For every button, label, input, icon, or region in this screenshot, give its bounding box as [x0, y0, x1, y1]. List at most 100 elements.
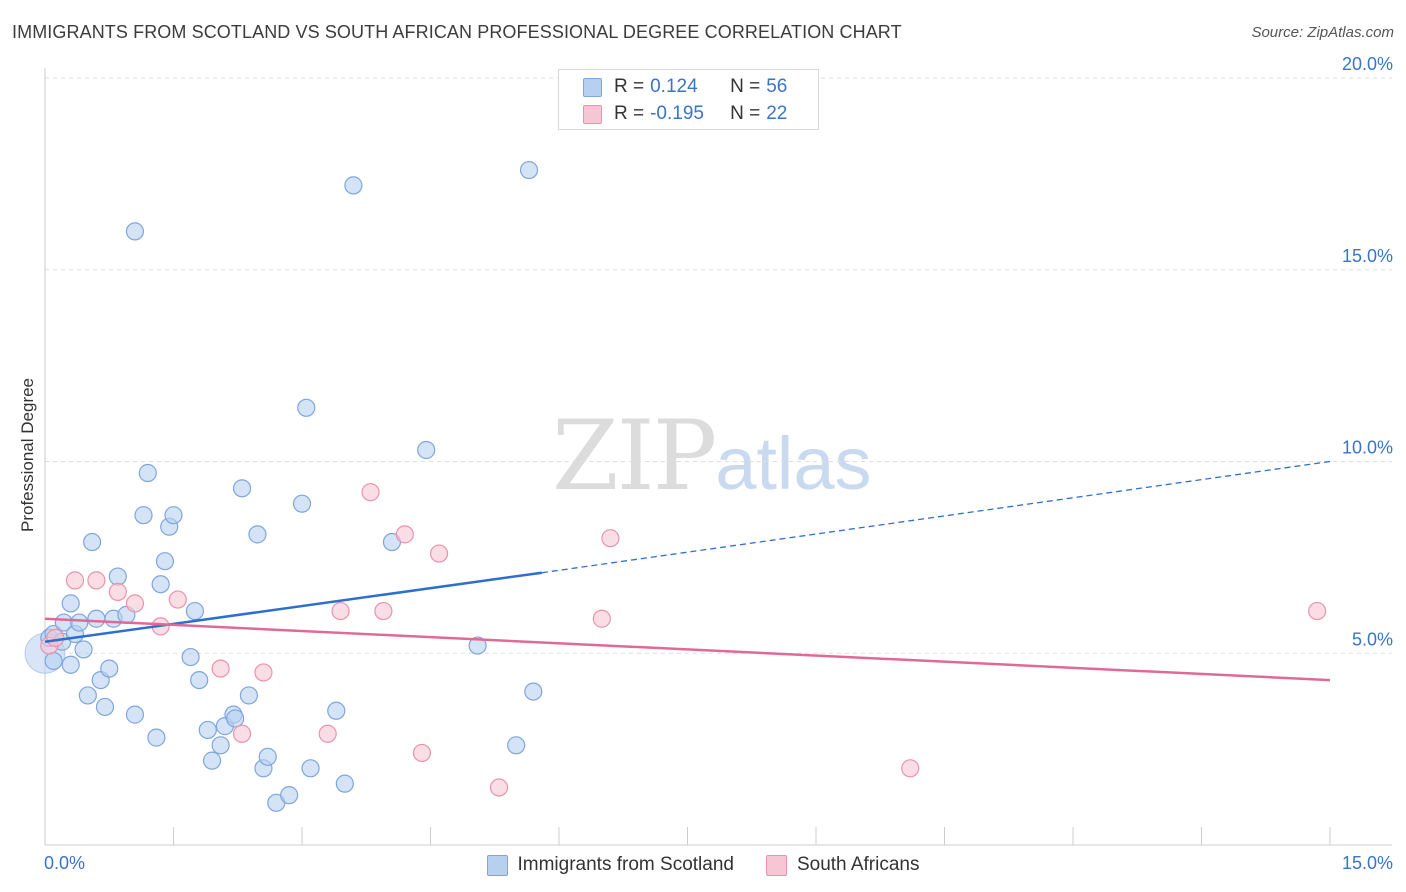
- south-african-point: [211, 659, 230, 678]
- axes: [44, 68, 1392, 846]
- south-african-point: [87, 571, 106, 590]
- scotland-point: [125, 705, 145, 724]
- y-tick-label: 20.0%: [1342, 54, 1393, 74]
- scotland-point: [87, 609, 106, 628]
- stats-row-scotland: R = 0.124 N = 56: [583, 74, 787, 100]
- scotland-point: [519, 160, 539, 180]
- south-african-point: [331, 601, 350, 621]
- scotland-point: [226, 709, 245, 728]
- south-african-point: [412, 743, 432, 763]
- legend-label-south-africans: South Africans: [796, 854, 920, 875]
- scotland-point: [211, 736, 230, 755]
- legend-swatch-scotland: [583, 77, 602, 97]
- south-african-point: [254, 663, 273, 682]
- r-label: R =: [614, 76, 645, 97]
- south-african-point: [361, 483, 380, 502]
- scotland-point: [74, 640, 93, 659]
- scotland-point: [83, 532, 102, 552]
- legend-swatch-south-africans: [583, 104, 602, 124]
- south-african-point: [46, 628, 65, 648]
- scotland-point: [134, 506, 153, 525]
- south-african-point: [601, 529, 620, 548]
- scotland-point: [335, 774, 354, 793]
- scotland-point: [147, 728, 166, 747]
- x-tick-label: 15.0%: [1342, 853, 1393, 873]
- trend-lines: [44, 460, 1331, 682]
- scotland-point: [327, 701, 346, 720]
- stats-row-south-africans: R = -0.195 N = 22: [583, 101, 787, 127]
- south-african-point: [65, 571, 85, 590]
- scotland-point: [190, 670, 209, 690]
- scotland-point: [301, 759, 320, 778]
- y-axis-label: Professional Degree: [18, 377, 37, 533]
- trend-line-scotland-extension: [541, 460, 1331, 574]
- x-tick-label: 0.0%: [44, 853, 85, 873]
- r-value: -0.195: [650, 103, 704, 124]
- series-legend: Immigrants from Scotland South Africans: [0, 852, 1406, 878]
- scotland-point: [280, 786, 299, 805]
- n-label: N =: [730, 103, 761, 124]
- trend-line-scotland: [44, 571, 543, 643]
- grid: [45, 77, 1392, 654]
- south-african-point: [232, 724, 252, 743]
- scotland-point: [202, 751, 222, 770]
- chart-title: IMMIGRANTS FROM SCOTLAND VS SOUTH AFRICA…: [12, 22, 902, 42]
- scotland-point: [344, 176, 363, 195]
- scotland-point: [138, 463, 157, 483]
- scotland-point: [297, 398, 316, 417]
- stats-legend: R = 0.124 N = 56 R = -0.195 N = 22: [558, 69, 819, 130]
- scotland-point: [248, 525, 267, 544]
- legend-swatch-scotland: [486, 854, 508, 876]
- south-african-point: [1308, 601, 1327, 621]
- scotland-point: [95, 697, 115, 717]
- watermark-atlas: atlas: [715, 422, 872, 505]
- scotland-point: [524, 682, 543, 701]
- scotland-point: [164, 506, 183, 525]
- scotland-point: [239, 686, 258, 705]
- trend-line-south-africans: [44, 617, 1331, 682]
- scotland-point: [44, 651, 63, 671]
- data-points: [24, 160, 1327, 812]
- n-value: 56: [766, 76, 788, 97]
- scotland-point: [125, 222, 145, 241]
- source-label: Source: ZipAtlas.com: [1251, 24, 1394, 41]
- n-value: 22: [766, 103, 788, 124]
- south-african-point: [168, 590, 187, 609]
- scotland-point: [198, 720, 217, 740]
- legend-label-scotland: Immigrants from Scotland: [517, 854, 734, 875]
- south-african-point: [318, 724, 337, 743]
- r-label: R =: [614, 103, 645, 124]
- y-tick-label: 5.0%: [1352, 629, 1393, 649]
- tick-labels: 5.0% 10.0% 15.0% 20.0% 0.0% 15.0%: [44, 54, 1393, 873]
- r-value: 0.124: [650, 76, 698, 97]
- south-african-point: [901, 759, 920, 778]
- south-african-point: [125, 594, 145, 613]
- legend-item-scotland[interactable]: Immigrants from Scotland: [486, 854, 734, 876]
- south-african-point: [108, 582, 127, 601]
- scotland-point: [100, 659, 119, 678]
- scotland-point: [61, 594, 80, 613]
- scotland-point: [417, 440, 436, 460]
- scotland-point: [70, 613, 89, 632]
- legend-swatch-south-africans: [765, 854, 787, 876]
- scotland-point: [507, 736, 526, 755]
- scotland-point: [232, 479, 252, 498]
- legend-item-south-africans[interactable]: South Africans: [765, 854, 920, 876]
- scotland-point: [155, 552, 175, 571]
- south-african-point: [489, 778, 509, 797]
- scotland-point: [258, 747, 277, 766]
- scotland-point: [292, 494, 312, 513]
- watermark: ZIPatlas: [552, 400, 872, 512]
- scotland-point: [181, 647, 200, 667]
- south-african-point: [374, 601, 393, 621]
- scotland-point: [61, 655, 80, 674]
- scotland-point: [151, 575, 170, 594]
- scotland-point: [185, 601, 205, 621]
- south-african-point: [592, 609, 611, 628]
- south-african-point: [429, 544, 449, 563]
- scotland-point: [108, 567, 127, 586]
- scotland-point: [468, 636, 487, 655]
- n-label: N =: [730, 76, 761, 97]
- scotland-point: [78, 686, 97, 705]
